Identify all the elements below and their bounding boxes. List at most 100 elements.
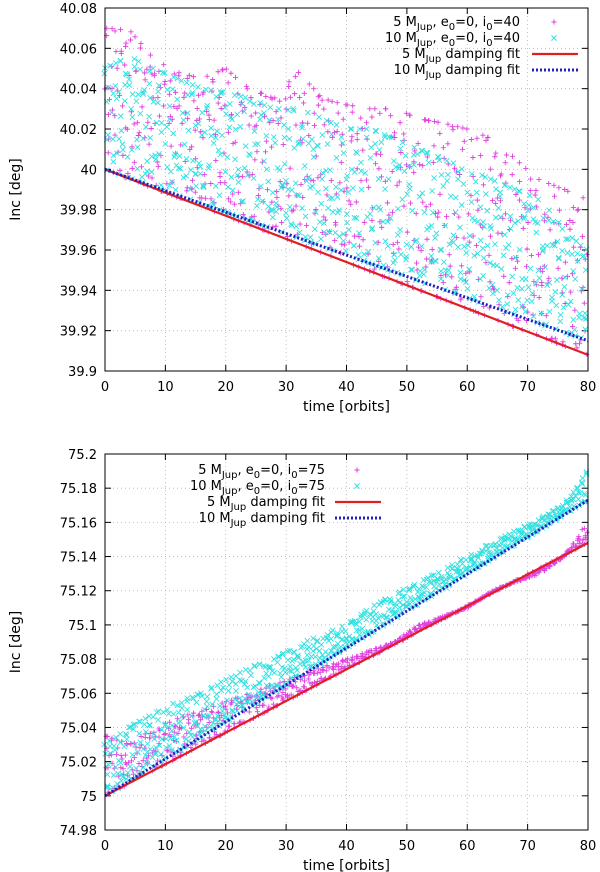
y-tick-label: 75.04: [60, 721, 97, 736]
data-point: [512, 220, 518, 226]
data-point: [571, 244, 577, 250]
x-tick-label: 30: [278, 380, 295, 395]
data-point: [293, 203, 299, 209]
data-point: [353, 215, 360, 222]
data-point: [212, 716, 219, 723]
data-point: [396, 599, 403, 606]
data-point: [124, 153, 131, 160]
data-point: [125, 170, 131, 177]
data-point: [307, 680, 313, 686]
data-point: [168, 747, 175, 754]
data-point: [146, 141, 152, 147]
y-tick-label: 75.18: [60, 482, 97, 497]
data-point: [486, 252, 492, 258]
data-point: [155, 163, 161, 170]
data-point: [480, 132, 486, 138]
data-point: [284, 657, 291, 663]
data-point: [241, 165, 248, 171]
data-point: [468, 555, 475, 561]
data-point: [137, 66, 144, 73]
series-2-points: [101, 55, 590, 341]
data-point: [411, 144, 418, 151]
data-point: [276, 692, 282, 698]
data-point: [174, 96, 181, 103]
data-point: [402, 152, 409, 159]
data-point: [266, 663, 273, 670]
data-point: [420, 271, 427, 278]
data-point: [525, 219, 531, 226]
data-point: [547, 227, 553, 233]
data-point: [162, 721, 169, 728]
data-point: [497, 214, 504, 221]
data-point: [475, 207, 481, 213]
data-point: [517, 179, 523, 185]
data-point: [557, 311, 564, 318]
data-point: [252, 662, 258, 669]
data-point: [136, 760, 142, 767]
data-point: [568, 289, 574, 295]
data-point: [391, 609, 398, 616]
data-point: [342, 664, 348, 670]
data-point: [199, 708, 205, 714]
data-point: [144, 168, 151, 175]
data-point: [340, 231, 347, 237]
data-point: [283, 96, 289, 102]
data-point: [213, 93, 220, 100]
data-point: [574, 207, 580, 213]
data-point: [189, 694, 196, 701]
data-point: [114, 751, 120, 758]
data-point: [574, 258, 581, 265]
legend-entry-label: 10 MJup, e0=0, i0=75: [190, 479, 325, 497]
data-point: [334, 129, 340, 135]
data-point: [410, 151, 417, 158]
data-point: [224, 697, 230, 704]
data-point: [330, 209, 336, 215]
data-point: [161, 70, 168, 76]
data-point: [339, 140, 346, 147]
y-tick-label: 75.1: [68, 619, 97, 634]
data-point: [105, 111, 112, 118]
data-point: [153, 709, 160, 716]
data-point: [496, 302, 502, 308]
data-point: [328, 177, 334, 184]
data-point: [422, 117, 429, 123]
series-2-points: [101, 469, 590, 794]
data-point: [238, 702, 245, 709]
data-point: [546, 180, 552, 187]
data-point: [553, 302, 560, 309]
data-point: [343, 635, 350, 641]
data-point: [325, 97, 331, 103]
data-point: [206, 162, 213, 169]
data-point: [237, 695, 243, 702]
chart-1: 0 10 20 30 40 50 60 70 80 39.9 39.92 39.94 39.96 39.9…: [8, 2, 596, 415]
data-point: [268, 207, 275, 214]
data-point: [129, 144, 135, 150]
data-point: [488, 225, 494, 232]
data-point: [474, 135, 480, 141]
data-point: [254, 149, 260, 155]
data-point: [354, 131, 360, 137]
data-point: [122, 731, 129, 737]
data-point: [472, 178, 479, 185]
data-point: [319, 176, 325, 182]
y-tick-label: 39.96: [60, 244, 97, 259]
data-point: [218, 89, 224, 95]
data-point: [265, 673, 272, 680]
data-point: [426, 579, 432, 585]
data-point: [407, 112, 413, 118]
x-axis-label: time [orbits]: [303, 858, 390, 872]
data-point: [368, 226, 375, 233]
data-point: [208, 684, 215, 691]
data-point: [438, 268, 444, 275]
data-point: [390, 158, 397, 164]
data-point: [444, 564, 451, 571]
data-point: [544, 242, 550, 249]
data-point: [311, 86, 317, 92]
data-point: [362, 169, 369, 176]
data-point: [484, 242, 491, 249]
data-point: [535, 196, 542, 203]
data-point: [192, 189, 198, 195]
data-point: [309, 183, 316, 190]
data-point: [533, 187, 539, 194]
data-point: [235, 179, 242, 185]
